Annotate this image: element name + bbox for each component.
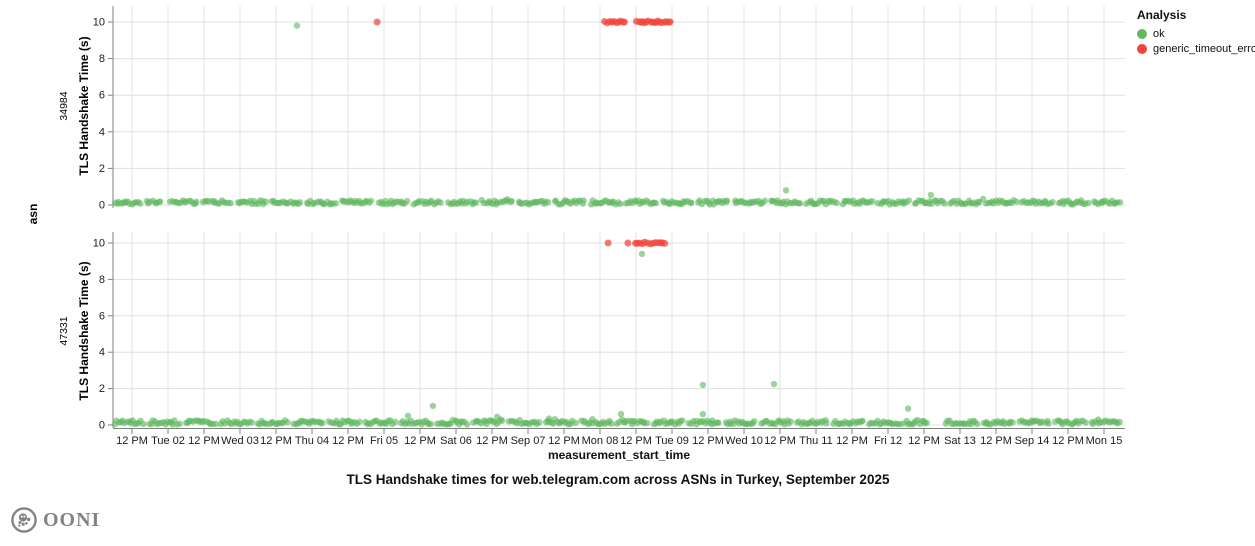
- ooni-logo: OONI: [10, 506, 100, 534]
- legend-item-ok: ok: [1137, 28, 1255, 40]
- svg-text:Mon 08: Mon 08: [582, 435, 619, 447]
- svg-text:Sep 07: Sep 07: [511, 435, 546, 447]
- ooni-octopus-icon: [11, 507, 37, 533]
- facet-label-asn-34984: 34984: [58, 91, 70, 121]
- svg-text:Thu 04: Thu 04: [295, 435, 329, 447]
- legend-title: Analysis: [1137, 8, 1187, 22]
- svg-text:0: 0: [99, 200, 105, 212]
- svg-text:12 PM: 12 PM: [980, 435, 1012, 447]
- svg-text:4: 4: [99, 347, 105, 359]
- svg-text:Sep 14: Sep 14: [1015, 435, 1050, 447]
- svg-text:2: 2: [99, 163, 105, 175]
- svg-text:12 PM: 12 PM: [404, 435, 436, 447]
- svg-text:10: 10: [93, 17, 105, 29]
- svg-text:12 PM: 12 PM: [548, 435, 580, 447]
- legend-item-label: ok: [1153, 28, 1165, 40]
- svg-text:12 PM: 12 PM: [476, 435, 508, 447]
- legend-item-generic-timeout-error: generic_timeout_error: [1137, 43, 1255, 55]
- svg-text:10: 10: [93, 238, 105, 250]
- svg-text:Mon 15: Mon 15: [1086, 435, 1123, 447]
- facet-axis-title-asn: asn: [26, 203, 40, 225]
- svg-text:Wed 03: Wed 03: [221, 435, 259, 447]
- svg-text:12 PM: 12 PM: [908, 435, 940, 447]
- svg-text:12 PM: 12 PM: [260, 435, 292, 447]
- ooni-wordmark: OONI: [43, 508, 101, 531]
- svg-text:Fri 05: Fri 05: [370, 435, 398, 447]
- svg-text:8: 8: [99, 53, 105, 65]
- svg-text:8: 8: [99, 274, 105, 286]
- svg-text:12 PM: 12 PM: [1052, 435, 1084, 447]
- svg-text:2: 2: [99, 383, 105, 395]
- x-axis-title: measurement_start_time: [547, 448, 691, 462]
- svg-text:Sat 13: Sat 13: [944, 435, 976, 447]
- svg-text:Tue 02: Tue 02: [151, 435, 185, 447]
- legend-item-label: generic_timeout_error: [1153, 43, 1255, 55]
- svg-text:12 PM: 12 PM: [692, 435, 724, 447]
- svg-text:Tue 09: Tue 09: [655, 435, 689, 447]
- error-swatch-icon: [1137, 44, 1147, 54]
- svg-text:Fri 12: Fri 12: [874, 435, 902, 447]
- svg-text:4: 4: [99, 126, 105, 138]
- svg-text:12 PM: 12 PM: [332, 435, 364, 447]
- svg-text:12 PM: 12 PM: [620, 435, 652, 447]
- y-axis-title-facet-2: TLS Handshake Time (s): [77, 261, 91, 401]
- svg-text:Wed 10: Wed 10: [725, 435, 763, 447]
- svg-text:12 PM: 12 PM: [116, 435, 148, 447]
- legend: Analysis ok generic_timeout_error: [1137, 8, 1255, 58]
- facet-label-asn-47331: 47331: [58, 316, 70, 346]
- ok-swatch-icon: [1137, 29, 1147, 39]
- svg-text:12 PM: 12 PM: [188, 435, 220, 447]
- svg-text:12 PM: 12 PM: [836, 435, 868, 447]
- svg-text:6: 6: [99, 90, 105, 102]
- svg-text:Sat 06: Sat 06: [440, 435, 472, 447]
- svg-text:0: 0: [99, 420, 105, 432]
- svg-text:Thu 11: Thu 11: [799, 435, 832, 447]
- svg-text:6: 6: [99, 310, 105, 322]
- svg-text:12 PM: 12 PM: [764, 435, 796, 447]
- chart-title: TLS Handshake times for web.telegram.com…: [346, 472, 890, 487]
